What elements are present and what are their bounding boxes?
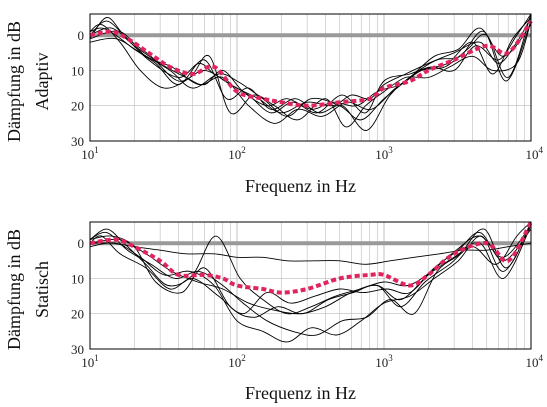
- series-line-3: [89, 225, 532, 343]
- y-tick-label: 10: [71, 271, 84, 286]
- series-group: [89, 220, 533, 343]
- mean-line: [89, 19, 533, 108]
- y-tick-labels: 0 10 20 30: [71, 28, 84, 149]
- mean-line: [89, 220, 533, 295]
- x-tick-label: 101: [81, 145, 99, 162]
- series-line-3: [89, 20, 532, 128]
- x-tick-labels: 101 102 103 104: [81, 353, 543, 370]
- y-axis-sublabel: Statisch: [32, 261, 52, 318]
- y-tick-label: 10: [71, 63, 84, 78]
- series-line-7: [89, 225, 532, 315]
- x-axis-label: Frequenz in Hz: [245, 383, 356, 403]
- x-tick-base: 10: [526, 147, 539, 162]
- x-tick-exponent: 1: [94, 353, 99, 363]
- y-tick-label: 0: [78, 236, 85, 251]
- x-tick-base: 10: [375, 147, 388, 162]
- y-tick-label: 30: [71, 134, 84, 149]
- series-group: [89, 13, 533, 131]
- x-tick-label: 102: [228, 353, 246, 370]
- y-tick-label: 30: [71, 342, 84, 357]
- plot-frame: [89, 221, 532, 350]
- y-axis-sublabel: Adaptiv: [32, 53, 52, 111]
- x-tick-label: 104: [526, 353, 544, 370]
- x-tick-label: 103: [375, 353, 393, 370]
- x-axis-label: Frequenz in Hz: [245, 176, 356, 196]
- series-line-4: [89, 24, 532, 121]
- x-tick-base: 10: [81, 355, 94, 370]
- x-tick-label: 102: [228, 145, 246, 162]
- series-line-6: [89, 225, 532, 315]
- x-tick-exponent: 4: [539, 145, 544, 155]
- plot-frame: [89, 13, 532, 142]
- x-tick-exponent: 3: [388, 353, 393, 363]
- x-tick-base: 10: [81, 147, 94, 162]
- y-tick-labels: 0 10 20 30: [71, 236, 84, 357]
- x-tick-base: 10: [228, 355, 241, 370]
- y-axis-label: Dämpfung in dB: [4, 229, 24, 350]
- x-tick-label: 104: [526, 145, 544, 162]
- x-tick-exponent: 1: [94, 145, 99, 155]
- x-tick-exponent: 2: [241, 353, 246, 363]
- series-line-7: [89, 20, 532, 131]
- series-line-5: [89, 221, 532, 318]
- x-tick-labels: 101 102 103 104: [81, 145, 543, 162]
- grid: [89, 222, 531, 350]
- series-line-2: [89, 221, 532, 336]
- grid: [89, 14, 531, 142]
- x-tick-label: 103: [375, 145, 393, 162]
- x-tick-exponent: 4: [539, 353, 544, 363]
- y-tick-label: 20: [71, 99, 84, 114]
- x-tick-base: 10: [375, 355, 388, 370]
- x-tick-exponent: 2: [241, 145, 246, 155]
- y-tick-label: 0: [78, 28, 85, 43]
- x-tick-base: 10: [228, 147, 241, 162]
- y-tick-label: 20: [71, 307, 84, 322]
- x-tick-base: 10: [526, 355, 539, 370]
- x-tick-exponent: 3: [388, 145, 393, 155]
- y-axis-label: Dämpfung in dB: [4, 21, 24, 142]
- x-tick-label: 101: [81, 353, 99, 370]
